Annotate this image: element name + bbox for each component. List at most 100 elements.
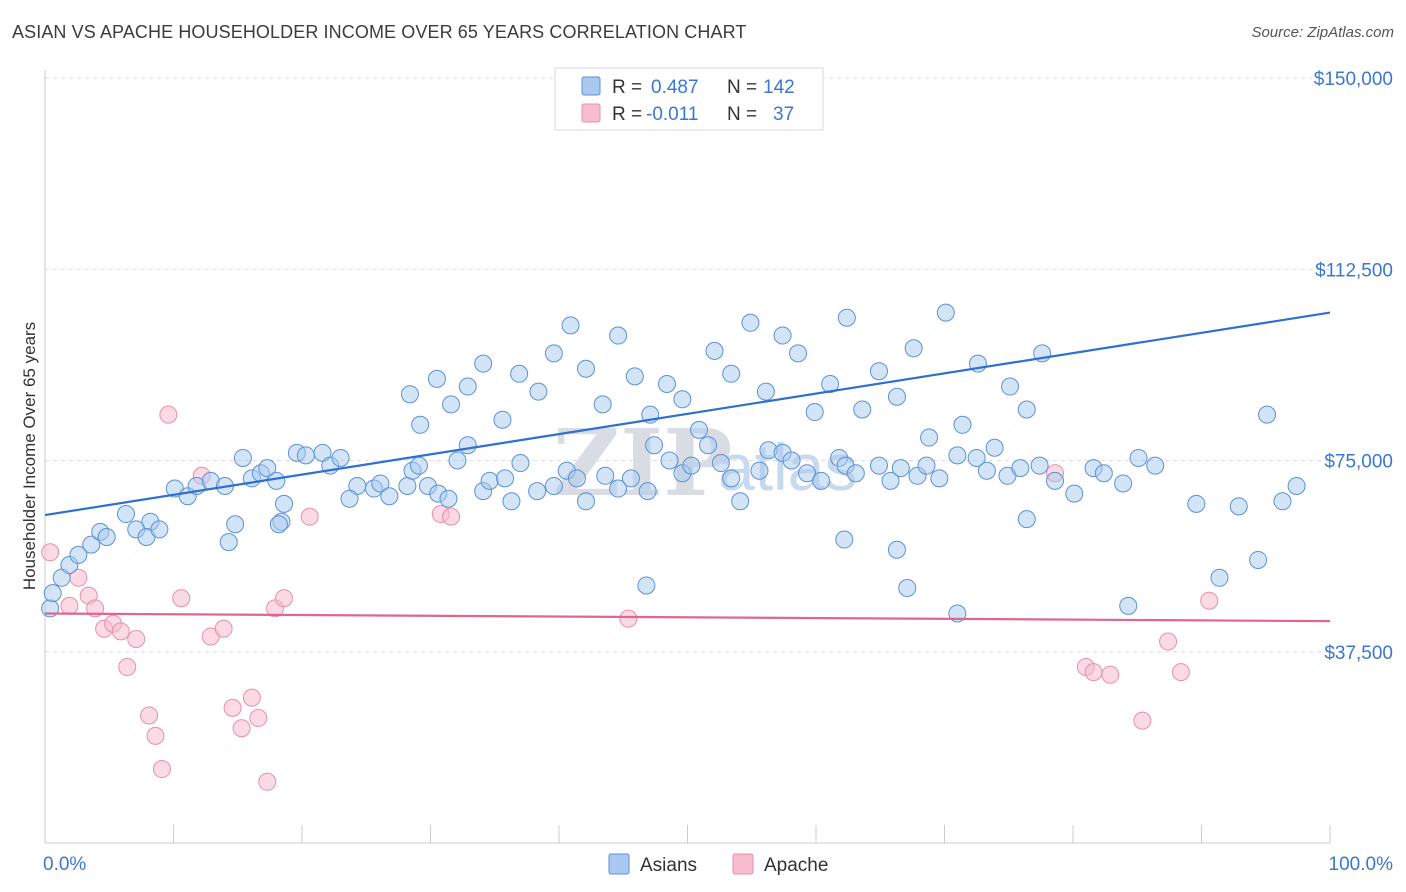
asian-point — [43, 584, 62, 603]
asian-point — [750, 461, 769, 480]
apache-point — [159, 405, 178, 424]
asian-point — [331, 448, 350, 467]
asian-point — [722, 364, 741, 383]
legend-n-value-asians: 142 — [763, 77, 795, 98]
asian-point — [510, 364, 529, 383]
asian-point — [637, 576, 656, 595]
asian-point — [528, 482, 547, 501]
apache-point — [140, 706, 159, 725]
asian-points — [41, 303, 1306, 623]
legend-r-value-asians: 0.487 — [651, 77, 699, 98]
x-ticks — [173, 825, 1331, 843]
chart-title: ASIAN VS APACHE HOUSEHOLDER INCOME OVER … — [12, 22, 747, 42]
asian-point — [853, 400, 872, 419]
asian-point — [296, 446, 315, 465]
asian-point — [891, 459, 910, 478]
apache-point — [1171, 663, 1190, 682]
asian-point — [1249, 550, 1268, 569]
apache-point — [1101, 665, 1120, 684]
asian-point — [936, 303, 955, 322]
asian-point — [458, 377, 477, 396]
asian-point — [821, 375, 840, 393]
asian-point — [690, 420, 709, 439]
asian-point — [1017, 510, 1036, 529]
asian-point — [699, 436, 718, 455]
asian-point — [480, 471, 499, 490]
asian-point — [1229, 497, 1248, 516]
legend-n-label-asians: N = — [727, 77, 757, 98]
apache-point — [223, 698, 242, 717]
apache-point — [242, 688, 261, 707]
apache-point — [258, 772, 277, 791]
asian-point — [846, 464, 865, 483]
asian-point — [442, 395, 461, 414]
asian-point — [1001, 377, 1020, 396]
bottom-legend-label-apache: Apache — [764, 855, 828, 876]
apache-point — [152, 760, 171, 779]
asian-point — [711, 454, 730, 473]
asian-point — [150, 520, 169, 539]
asian-point — [576, 359, 595, 378]
apache-point — [300, 507, 319, 526]
apache-point — [172, 589, 191, 608]
legend-swatch-asians — [581, 76, 601, 96]
apache-point — [1133, 711, 1152, 730]
asian-point — [474, 354, 493, 373]
asian-point — [269, 515, 288, 534]
asian-point — [869, 456, 888, 475]
asian-point — [1210, 568, 1229, 587]
asian-point — [258, 459, 277, 478]
apache-point — [619, 609, 638, 628]
apache-point — [60, 596, 79, 615]
asian-point — [1187, 494, 1206, 513]
asian-point — [812, 471, 831, 490]
apache-point — [146, 726, 165, 745]
asian-point — [448, 451, 467, 470]
asian-point — [1017, 400, 1036, 419]
asian-point — [731, 492, 750, 511]
asian-point — [985, 438, 1004, 457]
asian-point — [756, 382, 775, 401]
trend-lines — [44, 311, 1331, 623]
apache-point — [118, 658, 137, 677]
asian-point — [496, 469, 515, 488]
asian-point — [502, 492, 521, 511]
asian-point — [97, 528, 116, 546]
apache-trend-line — [44, 612, 1331, 623]
apache-point — [214, 619, 233, 638]
asian-point — [1011, 459, 1030, 478]
asian-point — [898, 579, 917, 597]
asian-point — [561, 316, 580, 335]
legend-r-label-apache: R = — [612, 104, 642, 125]
asian-point — [576, 492, 595, 511]
asian-point — [920, 428, 939, 447]
asian-point — [782, 451, 801, 470]
apache-point — [249, 709, 268, 728]
asian-point — [638, 482, 657, 501]
asian-point — [1119, 596, 1138, 615]
asian-point — [773, 326, 792, 345]
asian-point — [398, 477, 417, 495]
legend-swatch-apache — [581, 103, 601, 123]
asian-point — [439, 489, 458, 508]
y-tick-labels: $37,500 $75,000 $112,500 $150,000 — [1314, 69, 1393, 664]
asian-point — [722, 469, 741, 488]
y-tick-label: $37,500 — [1324, 643, 1393, 664]
asian-point — [805, 403, 824, 422]
apache-point — [41, 543, 60, 562]
asian-point — [1094, 464, 1113, 483]
y-axis-label: Householder Income Over 65 years — [20, 322, 39, 590]
asian-point — [621, 469, 640, 488]
asian-point — [609, 326, 628, 345]
asian-point — [837, 308, 856, 327]
asian-point — [977, 461, 996, 480]
asian-point — [596, 466, 615, 485]
asian-point — [904, 339, 923, 358]
apache-points — [41, 405, 1219, 791]
asian-point — [275, 494, 294, 513]
asian-point — [967, 448, 986, 467]
asian-point — [116, 505, 135, 524]
legend-n-label-apache: N = — [727, 104, 757, 125]
asian-point — [593, 395, 612, 414]
asian-point — [226, 515, 245, 534]
